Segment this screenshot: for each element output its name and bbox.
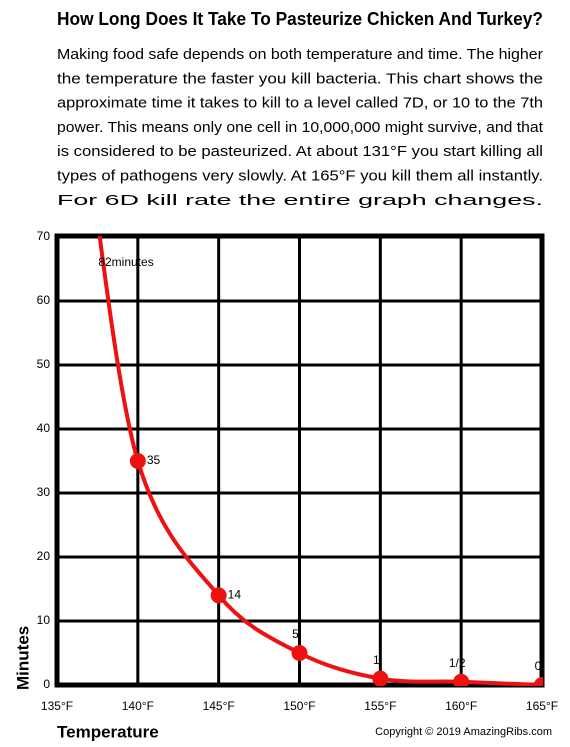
description-line: power. This means only one cell in 10,00… [57,119,544,136]
description-line: types of pathogens very slowly. At 165°F… [57,167,543,184]
plot-frame [54,233,545,688]
y-tick-label: 30 [37,485,51,499]
y-tick-label: 10 [37,613,51,627]
y-tick-label: 60 [37,293,51,307]
description-line: is considered to be pasteurized. At abou… [57,143,543,160]
x-tick-label: 155°F [364,699,396,713]
grid [55,235,544,687]
point [534,677,543,686]
y-tick-label: 20 [37,549,51,563]
x-tick-label: 150°F [283,699,315,713]
x-tick-label: 160°F [445,699,477,713]
description-line: the temperature the faster you kill bact… [57,70,543,87]
y-tick-label: 70 [37,229,51,243]
point [210,587,227,604]
y-tick-label: 0 [43,677,50,691]
value-label: 1 [373,653,380,667]
copyright: Copyright © 2019 AmazingRibs.com [375,726,552,738]
x-tick-label: 165°F [526,699,558,713]
description-line: For 6D kill rate the entire graph change… [57,192,543,209]
description-line: Making food safe depends on both tempera… [57,46,543,63]
description-line: approximate time it takes to kill to a l… [57,95,543,112]
description: Making food safe depends on both tempera… [57,46,544,209]
value-label: 1/2 [449,656,466,670]
point [453,673,470,686]
value-label: 0 [535,659,542,673]
value-label: 35 [147,453,161,467]
x-axis-label: Temperature [57,722,159,741]
point [129,453,146,469]
value-label: 5 [292,627,299,641]
y-tick-label: 40 [37,421,51,435]
x-tick-label: 145°F [203,699,235,713]
chart-title: How Long Does It Take To Pasteurize Chic… [57,9,543,29]
x-tick-label: 135°F [41,699,73,713]
line [97,236,543,686]
y-axis-label: Minutes [13,626,32,690]
value-label: 82minutes [98,255,153,269]
plot-area [97,236,543,686]
value-label: 14 [228,588,242,602]
x-tick-label: 140°F [122,699,154,713]
point [291,645,308,661]
point [372,670,389,686]
y-tick-label: 50 [37,357,51,371]
